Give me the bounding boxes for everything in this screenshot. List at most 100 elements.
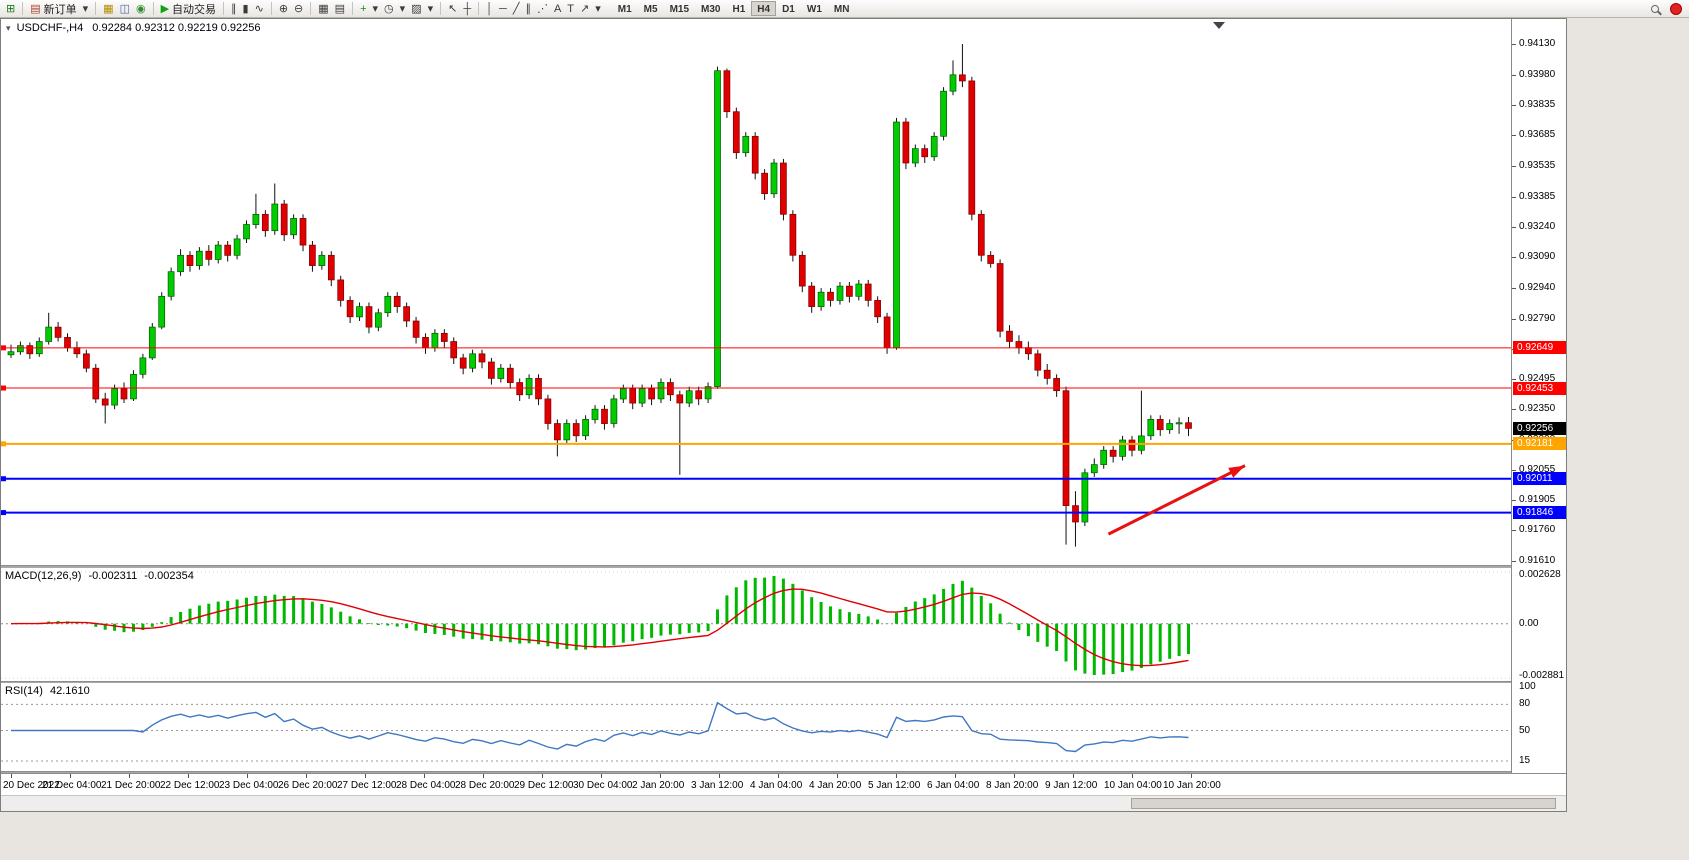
bear-candle — [299, 218, 307, 246]
time-axis-label: 28 Dec 20:00 — [455, 780, 515, 791]
bear-candle — [761, 172, 768, 195]
bull-candle — [1175, 422, 1183, 425]
new-order-dropdown-button[interactable]: ▾ — [80, 1, 92, 17]
periods-button[interactable]: ◷ — [381, 1, 397, 17]
time-axis-tick — [1191, 774, 1192, 778]
trend-arrow[interactable] — [1107, 464, 1246, 536]
price-chart-canvas[interactable] — [1, 19, 1511, 565]
timeframe-w1-button[interactable]: W1 — [806, 4, 822, 15]
panel-divider-macd[interactable] — [1, 565, 1566, 568]
text-button[interactable]: A — [551, 1, 564, 17]
time-axis-label: 3 Jan 12:00 — [691, 780, 744, 791]
bear-candle — [1043, 369, 1051, 379]
timeframe-m5-button[interactable]: M5 — [643, 4, 658, 15]
arrange-windows-button[interactable]: ▤ — [332, 1, 348, 17]
horizontal-line-button[interactable]: ─ — [496, 1, 510, 17]
bear-candle — [365, 306, 373, 328]
resistance-lower-handle[interactable] — [1, 385, 6, 391]
panel-divider-bottom[interactable] — [1, 771, 1566, 773]
templates-button[interactable]: ▨ — [408, 1, 424, 17]
bull-candle — [685, 390, 693, 404]
timeframe-d1-button[interactable]: D1 — [782, 4, 795, 15]
profiles-button[interactable]: ▦ — [100, 1, 116, 17]
arrows-tool-button[interactable]: ↗ — [577, 1, 592, 17]
timeframe-m30-button[interactable]: M30 — [701, 4, 721, 15]
collapse-icon[interactable]: ▾ — [6, 23, 11, 33]
search-button[interactable] — [1648, 1, 1662, 17]
auto-trading-button[interactable]: ▶ 自动交易 — [158, 1, 219, 17]
vertical-line-button[interactable]: │ — [483, 1, 496, 17]
price-axis-label: 0.93385 — [1519, 190, 1556, 202]
line-chart-button[interactable]: ∿ — [252, 1, 267, 17]
bull-candle — [940, 90, 947, 137]
new-order-button[interactable]: ▤ 新订单 — [27, 1, 79, 17]
price-axis-tick — [1512, 166, 1516, 168]
bull-candle — [1147, 419, 1155, 437]
text-label-button[interactable]: T — [564, 1, 577, 17]
bull-candle — [855, 283, 863, 297]
timeframe-m1-button[interactable]: M1 — [617, 4, 632, 15]
periods-dropdown-button[interactable]: ▾ — [397, 1, 409, 17]
timeframe-h4-button[interactable]: H4 — [751, 1, 777, 16]
bull-candle — [111, 388, 118, 406]
crosshair-button[interactable]: ┼ — [460, 1, 474, 17]
bear-candle — [977, 213, 985, 256]
support-upper-handle[interactable] — [1, 476, 6, 482]
price-axis-label: 0.91905 — [1519, 494, 1556, 506]
bear-candle — [1015, 341, 1023, 349]
bull-candle — [17, 345, 24, 353]
horizontal-scrollbar[interactable] — [1, 795, 1566, 811]
cursor-button[interactable]: ↖ — [445, 1, 460, 17]
bull-candle — [497, 367, 505, 379]
resistance-upper-handle[interactable] — [1, 345, 6, 351]
timeframe-m15-button[interactable]: M15 — [669, 4, 690, 15]
time-axis-label: 21 Dec 04:00 — [42, 780, 102, 791]
timeframe-h1-button[interactable]: H1 — [732, 4, 746, 15]
indicators-dropdown-button[interactable]: ▾ — [370, 1, 382, 17]
tile-windows-button[interactable]: ▦ — [315, 1, 331, 17]
price-axis-tick — [1512, 288, 1516, 290]
zoom-out-button[interactable]: ⊖ — [291, 1, 306, 17]
arrows-dropdown-button[interactable]: ▾ — [592, 1, 604, 17]
fibonacci-button[interactable]: ⋰ — [534, 1, 551, 17]
pivot-orange-handle[interactable] — [1, 441, 6, 447]
bull-candle — [770, 162, 778, 195]
indicators-button[interactable]: + — [357, 1, 369, 17]
notification-badge[interactable] — [1670, 2, 1682, 15]
new-chart-button[interactable]: ⊞ — [3, 1, 18, 17]
support-lower-price-label: 0.91846 — [1513, 506, 1566, 520]
panel-divider-rsi[interactable] — [1, 681, 1566, 683]
auto-trading-label: 自动交易 — [172, 3, 217, 16]
bear-candle — [459, 357, 467, 369]
support-lower-handle[interactable] — [1, 510, 6, 516]
time-axis-tick — [542, 774, 543, 778]
bear-candle — [309, 244, 316, 266]
macd-canvas[interactable] — [1, 568, 1511, 681]
text-label-icon: T — [567, 2, 575, 15]
bear-candle — [789, 213, 797, 256]
scrollbar-thumb[interactable] — [1131, 798, 1556, 809]
price-axis-tick — [1512, 561, 1516, 562]
navigator-button[interactable]: ◉ — [133, 1, 149, 17]
chart-shift-marker[interactable] — [1213, 22, 1225, 29]
price-scale[interactable]: 0.94130 0.93980 0.93835 0.93685 0.93535 0.933… — [1511, 19, 1566, 773]
bear-candle — [798, 254, 806, 287]
bull-candle — [177, 254, 184, 273]
trendline-button[interactable]: ╱ — [510, 1, 523, 17]
bar-chart-button[interactable]: ∥ — [228, 1, 240, 17]
candlestick-chart-button[interactable]: ▮ — [240, 1, 252, 17]
templates-dropdown-button[interactable]: ▾ — [425, 1, 437, 17]
main-chart-pane[interactable]: ▾ USDCHF-,H4 0.92284 0.92312 0.92219 0.9… — [1, 19, 1511, 565]
chart-window: ▾ USDCHF-,H4 0.92284 0.92312 0.92219 0.9… — [0, 18, 1567, 812]
time-axis: 20 Dec 2022 21 Dec 04:00 21 Dec 20:00 22 De… — [1, 773, 1566, 795]
bear-candle — [874, 300, 881, 318]
time-axis-label: 5 Jan 12:00 — [868, 780, 921, 791]
zoom-in-button[interactable]: ⊕ — [276, 1, 291, 17]
bear-candle — [959, 74, 966, 82]
data-window-button[interactable]: ◫ — [117, 1, 133, 17]
timeframe-mn-button[interactable]: MN — [833, 4, 850, 15]
rsi-canvas[interactable] — [1, 683, 1511, 771]
bull-candle — [318, 254, 326, 266]
time-axis-tick — [660, 774, 661, 778]
equidistant-channel-button[interactable]: ∥ — [522, 1, 534, 17]
